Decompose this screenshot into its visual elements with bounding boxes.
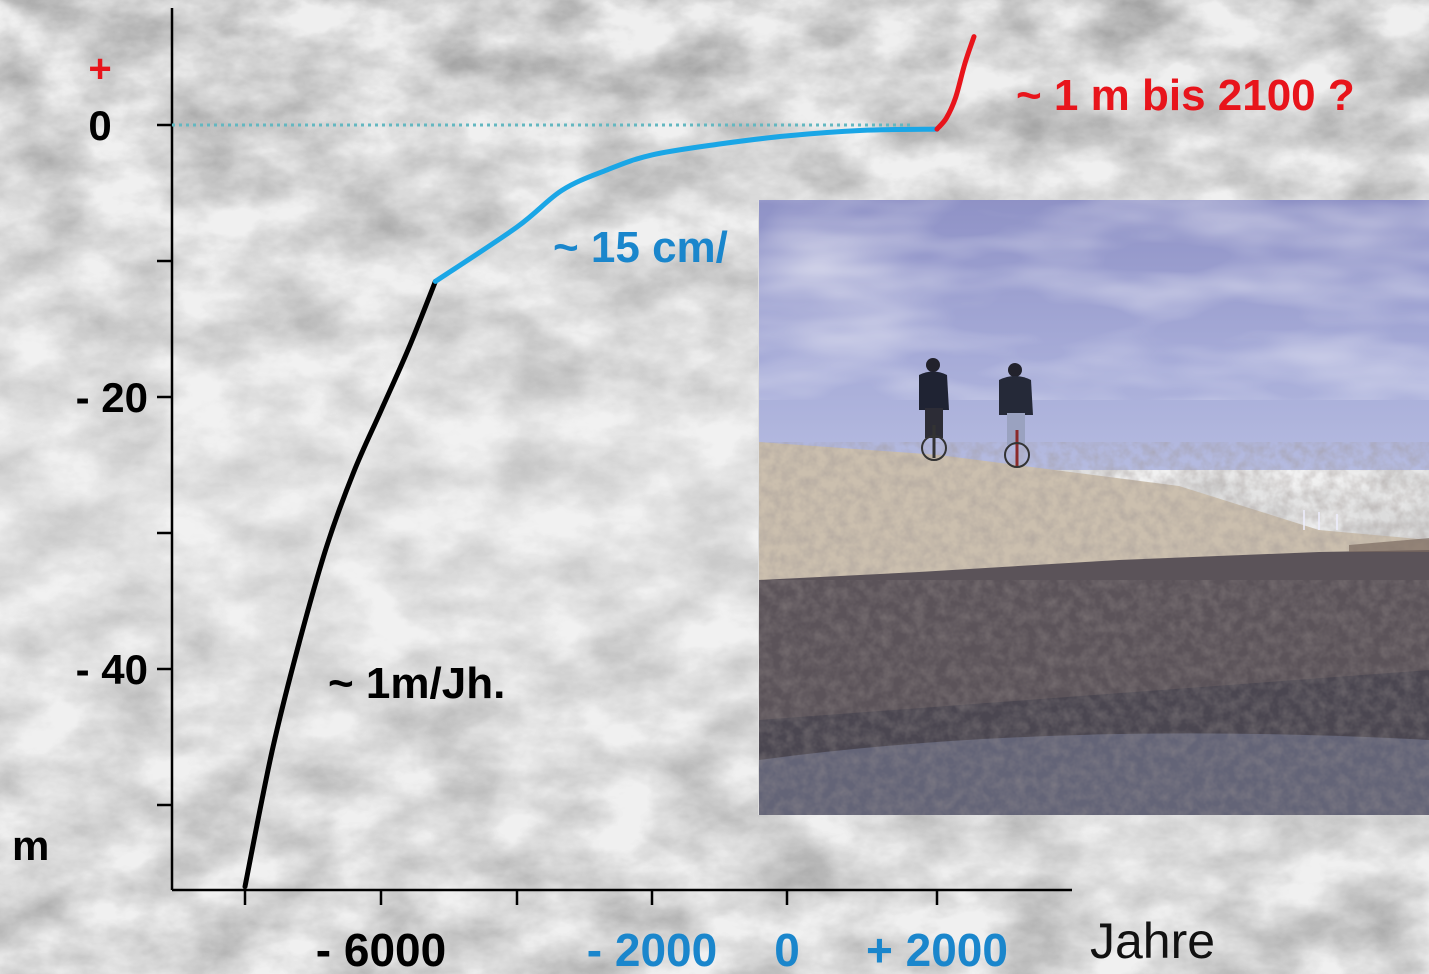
x-tick-label: + 2000 — [866, 924, 1008, 974]
x-ticks: - 6000 - 2000 0 + 2000 — [243, 890, 1008, 974]
x-tick-label: 0 — [774, 924, 800, 974]
series-red-curve — [934, 34, 977, 132]
y-ticks: 0 - 20 - 40 — [76, 102, 172, 807]
annotation-blue: ~ 15 cm/ — [553, 223, 728, 272]
wind-turbines — [1303, 510, 1338, 530]
series-black-curve — [242, 278, 438, 890]
y-axis-label: m — [12, 822, 49, 869]
x-tick-label: - 6000 — [316, 924, 446, 974]
annotation-black: ~ 1m/Jh. — [328, 659, 505, 708]
annotation-red: ~ 1 m bis 2100 ? — [1016, 71, 1355, 120]
photo-cyclists-on-dike — [758, 200, 1429, 815]
y-tick-label: - 20 — [76, 374, 148, 421]
y-tick-label: 0 — [88, 102, 111, 149]
x-tick-label: - 2000 — [587, 924, 717, 974]
y-tick-label: - 40 — [76, 646, 148, 693]
y-plus-label: + — [88, 47, 111, 91]
cyclist-left — [919, 358, 949, 461]
series-blue-curve — [432, 126, 940, 284]
cyclist-right — [999, 363, 1033, 468]
x-axis-label: Jahre — [1090, 913, 1215, 969]
